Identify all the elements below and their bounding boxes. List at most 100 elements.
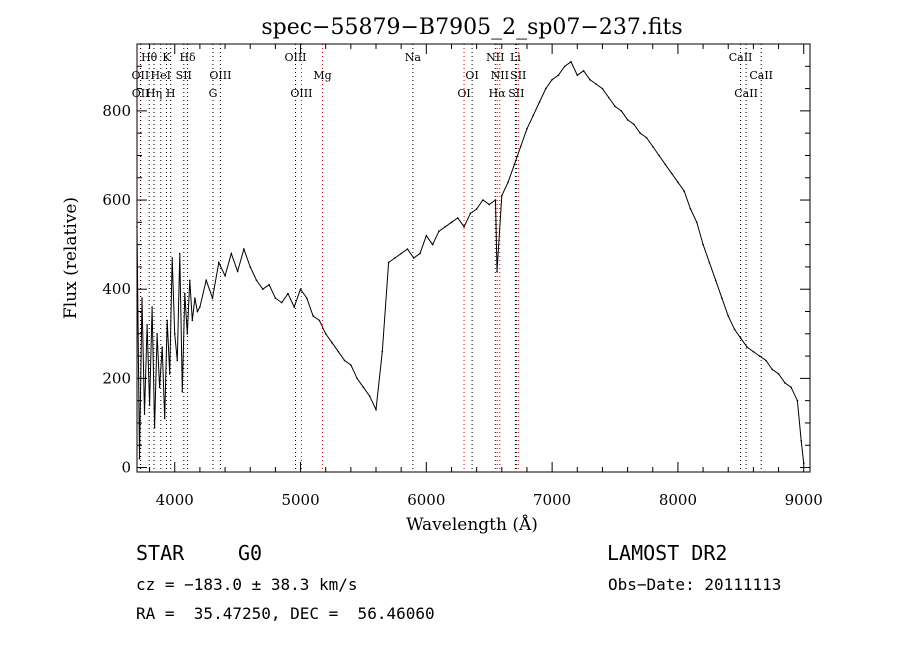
survey-label: LAMOST DR2 xyxy=(607,541,728,565)
data-point xyxy=(151,306,153,308)
data-point xyxy=(205,279,207,282)
data-point xyxy=(343,359,346,362)
x-tick-label: 5000 xyxy=(281,491,319,509)
spectral-line-label: OII xyxy=(132,87,150,100)
plot-frame xyxy=(136,43,811,473)
data-point xyxy=(163,417,166,420)
spectral-line-label: Hδ xyxy=(179,51,196,64)
data-point xyxy=(400,252,402,255)
data-point xyxy=(607,96,610,99)
data-point xyxy=(194,297,196,299)
spectral-line-label: CaII xyxy=(734,87,758,100)
spectral-line-label: OIII xyxy=(284,51,306,64)
data-point xyxy=(475,208,478,210)
data-point xyxy=(381,350,384,353)
data-point xyxy=(507,181,509,184)
spectral-line-label: H xyxy=(166,87,176,100)
data-point xyxy=(280,301,283,304)
data-point xyxy=(589,78,591,81)
data-point xyxy=(368,395,371,398)
data-point xyxy=(425,234,428,237)
data-point xyxy=(746,346,748,348)
data-point xyxy=(293,306,296,308)
data-point xyxy=(526,127,528,130)
data-point xyxy=(173,332,176,335)
subclass-label: G0 xyxy=(238,541,263,565)
data-point xyxy=(670,172,673,175)
data-point xyxy=(181,390,184,393)
spectral-line-label: G xyxy=(209,87,218,100)
data-point xyxy=(582,69,585,72)
data-point xyxy=(557,74,560,77)
data-point xyxy=(444,225,446,228)
data-point xyxy=(312,315,314,317)
data-point xyxy=(519,145,522,148)
data-point xyxy=(677,181,679,184)
spectral-line-label: CaII xyxy=(749,69,773,82)
data-point xyxy=(324,332,327,335)
spectral-line-label: OIII xyxy=(209,69,231,82)
data-point xyxy=(176,359,179,362)
data-point xyxy=(438,230,440,233)
y-tick-label: 400 xyxy=(102,280,131,298)
data-point xyxy=(784,382,786,384)
data-point xyxy=(752,350,755,353)
data-point xyxy=(230,252,233,255)
data-point xyxy=(796,399,799,402)
data-point xyxy=(570,61,572,63)
data-point xyxy=(740,337,742,340)
data-point xyxy=(161,346,163,348)
spectral-line-label: OIII xyxy=(290,87,312,100)
data-point xyxy=(199,306,201,308)
data-point xyxy=(178,252,181,255)
data-point xyxy=(727,315,730,317)
data-point xyxy=(274,297,277,299)
data-point xyxy=(496,270,498,273)
data-point xyxy=(189,279,191,282)
data-point xyxy=(299,288,302,291)
data-point xyxy=(626,118,629,121)
data-point xyxy=(469,212,472,215)
data-point xyxy=(186,332,189,335)
data-point xyxy=(614,105,616,108)
x-tick-label: 9000 xyxy=(785,491,823,509)
data-point xyxy=(633,123,635,126)
spectral-line-label: Na xyxy=(405,51,422,64)
data-point xyxy=(595,83,597,85)
spectral-line-label: NII xyxy=(491,69,509,82)
data-point xyxy=(153,426,156,429)
data-point xyxy=(800,439,802,442)
data-point xyxy=(236,270,239,273)
data-point xyxy=(777,373,780,375)
data-point xyxy=(287,292,289,295)
data-point xyxy=(261,288,264,291)
x-tick-label: 7000 xyxy=(533,491,571,509)
data-point xyxy=(191,319,194,322)
x-tick-label: 4000 xyxy=(156,491,194,509)
data-point xyxy=(168,373,171,375)
data-point xyxy=(184,292,186,295)
data-point xyxy=(249,266,252,268)
data-point xyxy=(771,368,774,371)
data-point xyxy=(456,217,459,219)
spectral-line-markers xyxy=(139,44,762,472)
data-point xyxy=(538,101,541,103)
data-point xyxy=(708,261,711,264)
data-point xyxy=(563,65,566,68)
data-point xyxy=(148,404,151,406)
data-point xyxy=(601,87,604,90)
spectral-line-label: CaII xyxy=(729,51,753,64)
data-point xyxy=(196,310,199,313)
spectral-line-label: OI xyxy=(457,87,470,100)
data-point xyxy=(318,319,321,322)
data-point xyxy=(412,257,415,259)
data-point xyxy=(758,355,761,357)
data-point xyxy=(255,279,258,282)
data-point xyxy=(211,297,214,299)
data-point xyxy=(702,243,704,246)
data-point xyxy=(158,386,161,389)
data-point xyxy=(545,87,547,90)
data-point xyxy=(224,275,226,277)
